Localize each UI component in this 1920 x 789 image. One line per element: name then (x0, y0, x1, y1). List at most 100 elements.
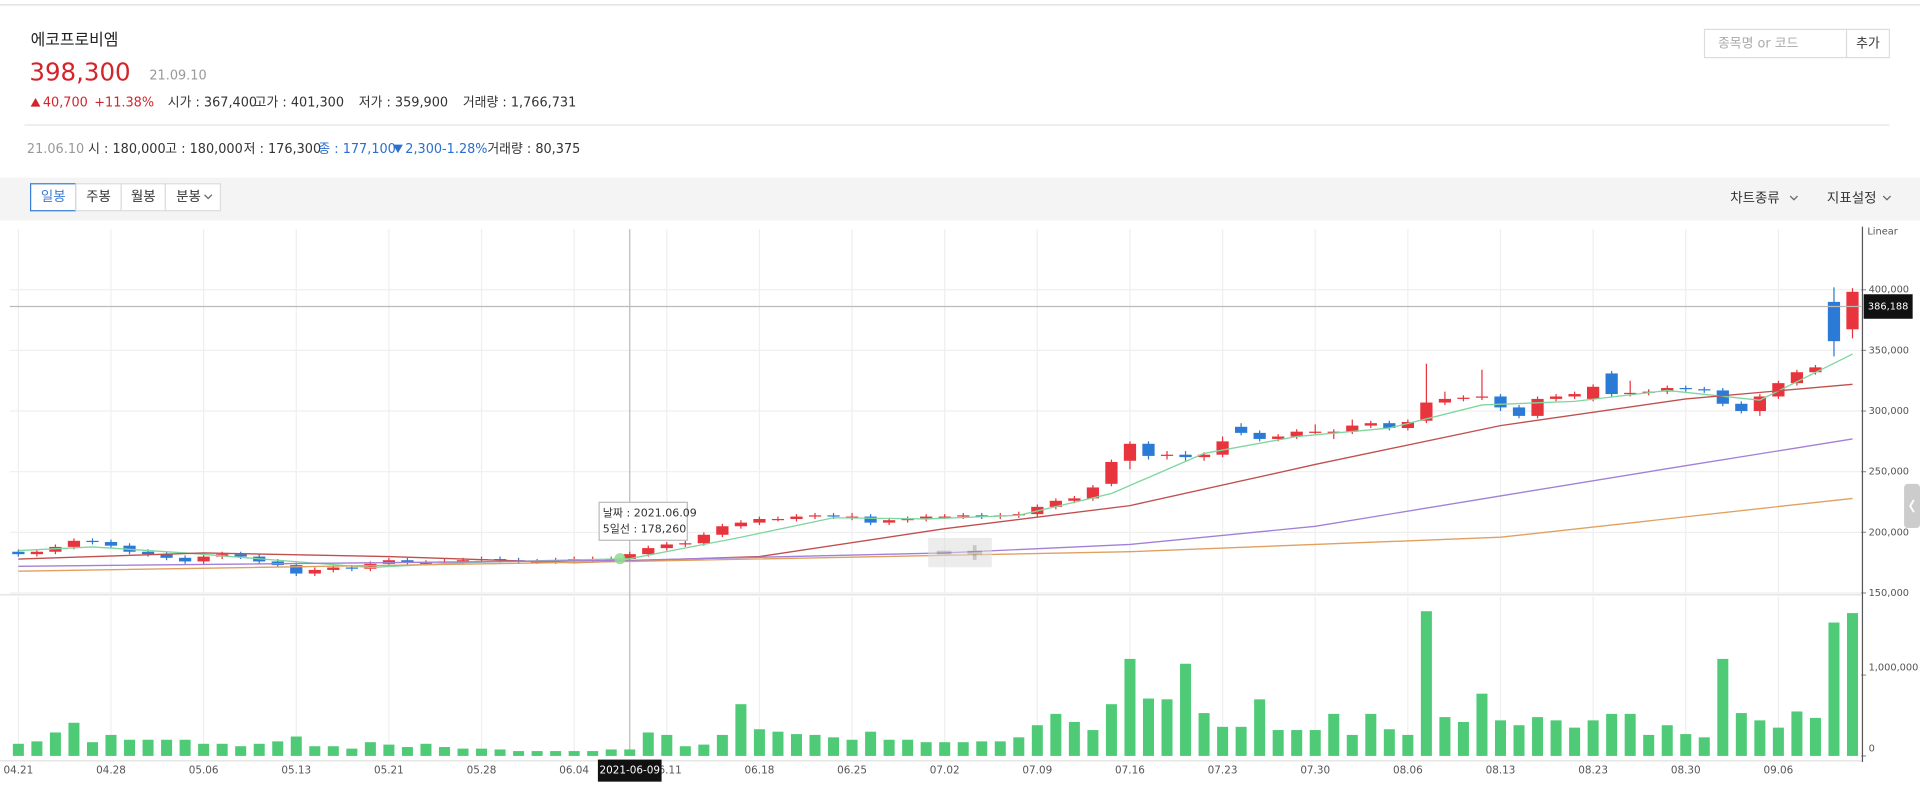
crosshair-value-label: 386,188 (1868, 302, 1908, 313)
candle-body (178, 557, 192, 562)
tab-label: 일봉 (41, 189, 66, 205)
volume-bar (1402, 734, 1414, 756)
volume-bar (1476, 693, 1488, 756)
volume-bar (1587, 720, 1599, 756)
candle-body (1549, 396, 1563, 399)
x-tick-label: 08.13 (1486, 765, 1516, 777)
chart-type-menu[interactable]: 차트종류 (1730, 190, 1780, 206)
volume-bar (1087, 730, 1099, 756)
search-input[interactable] (1703, 28, 1848, 59)
volume-bar (1365, 713, 1377, 756)
volume-bar (1105, 704, 1117, 756)
tooltip-line: 5일선 : 178,260 (603, 521, 687, 535)
y2-tick-label: 1,000,000 (1869, 663, 1919, 674)
chevron (1882, 195, 1892, 201)
crosshair-date-label: 2021-06-09 (600, 765, 660, 777)
volume-bar (716, 734, 728, 756)
candle-body (1420, 402, 1433, 421)
add-button[interactable] (1845, 28, 1890, 59)
candle-body (30, 551, 44, 555)
candle-body (864, 516, 877, 523)
y-tick-label: 300,000 (1869, 406, 1909, 417)
volume-bar (1439, 717, 1451, 756)
candle-body (901, 518, 914, 521)
volume-bar (550, 751, 562, 756)
candle-body (1457, 397, 1470, 399)
side-handle-icon (1909, 499, 1915, 513)
volume-bar (1754, 720, 1766, 756)
x-tick-label: 05.13 (281, 765, 311, 777)
candle-body (1531, 398, 1544, 416)
y-tick-label: 200,000 (1869, 527, 1909, 538)
candle-body (1234, 426, 1248, 433)
stat: 저가 : 359,900 (359, 95, 448, 110)
moving-average (18, 438, 1853, 567)
volume-bar (309, 746, 321, 756)
candle-body (1105, 461, 1118, 484)
volume-bar (86, 742, 98, 756)
candle-body (1327, 431, 1340, 433)
candle-body (660, 544, 673, 549)
prev-stat: 종 : 177,100 (318, 142, 395, 157)
y-tick-label: 250,000 (1869, 467, 1909, 478)
candle-body (1494, 396, 1507, 408)
volume-bar (735, 704, 747, 756)
candle-body (1605, 373, 1618, 395)
candle-body (1272, 436, 1285, 439)
candle-body (12, 551, 25, 555)
tab[interactable] (164, 183, 222, 212)
volume-bar (272, 741, 284, 756)
volume-bar (198, 743, 210, 756)
candle-body (1364, 423, 1377, 426)
x-tick-label: 05.21 (374, 765, 404, 777)
volume-bar (1291, 730, 1303, 756)
volume-bar (1068, 721, 1080, 756)
volume-bar (939, 742, 951, 756)
volume-bar (531, 751, 543, 756)
candle-body (771, 518, 785, 521)
volume-bar (790, 734, 802, 756)
candle-body (1253, 432, 1266, 439)
y-tick-label: 400,000 (1869, 285, 1909, 296)
crosshair-value-box (1863, 294, 1913, 319)
volume-bar (327, 746, 339, 756)
candle-body (920, 516, 933, 519)
x-tick-label: 06.25 (837, 765, 867, 777)
candle-body (957, 515, 970, 517)
volume-bar (902, 739, 914, 756)
volume-bar (494, 749, 506, 756)
volume-bar (1309, 730, 1321, 756)
volume-bar (624, 749, 636, 756)
volume-bar (1161, 699, 1173, 756)
candle-body (1179, 454, 1192, 458)
candle-body (790, 516, 803, 519)
volume-bar (290, 736, 302, 756)
y2-tick-label: 0 (1869, 744, 1875, 755)
y-tick-label: 150,000 (1869, 588, 1909, 599)
x-tick-label: 04.28 (96, 765, 126, 777)
candle-body (104, 542, 118, 546)
volume-bar (1050, 713, 1062, 756)
price-change-pct: +11.38% (94, 95, 154, 110)
zoom-control[interactable] (928, 537, 992, 568)
tab[interactable] (75, 183, 122, 212)
volume-bar (1346, 734, 1358, 756)
side-handle[interactable] (1904, 483, 1920, 529)
volume-bar (105, 734, 117, 756)
volume-bar (1550, 720, 1562, 756)
indicator-menu[interactable]: 지표설정 (1827, 190, 1877, 206)
candle-body (808, 515, 822, 517)
volume-bar (1180, 663, 1192, 756)
chevron (204, 194, 213, 200)
search-placeholder: 종목명 or 코드 (1718, 37, 1799, 52)
candle-body (1142, 443, 1155, 456)
x-tick-label: 06.04 (559, 765, 589, 777)
up-arrow (30, 98, 41, 107)
volume-bar (1254, 699, 1266, 756)
candle-body (1401, 421, 1414, 429)
candle-body (1438, 398, 1452, 403)
candle-body (419, 562, 433, 564)
stat: 거래량 : 1,766,731 (463, 95, 576, 110)
